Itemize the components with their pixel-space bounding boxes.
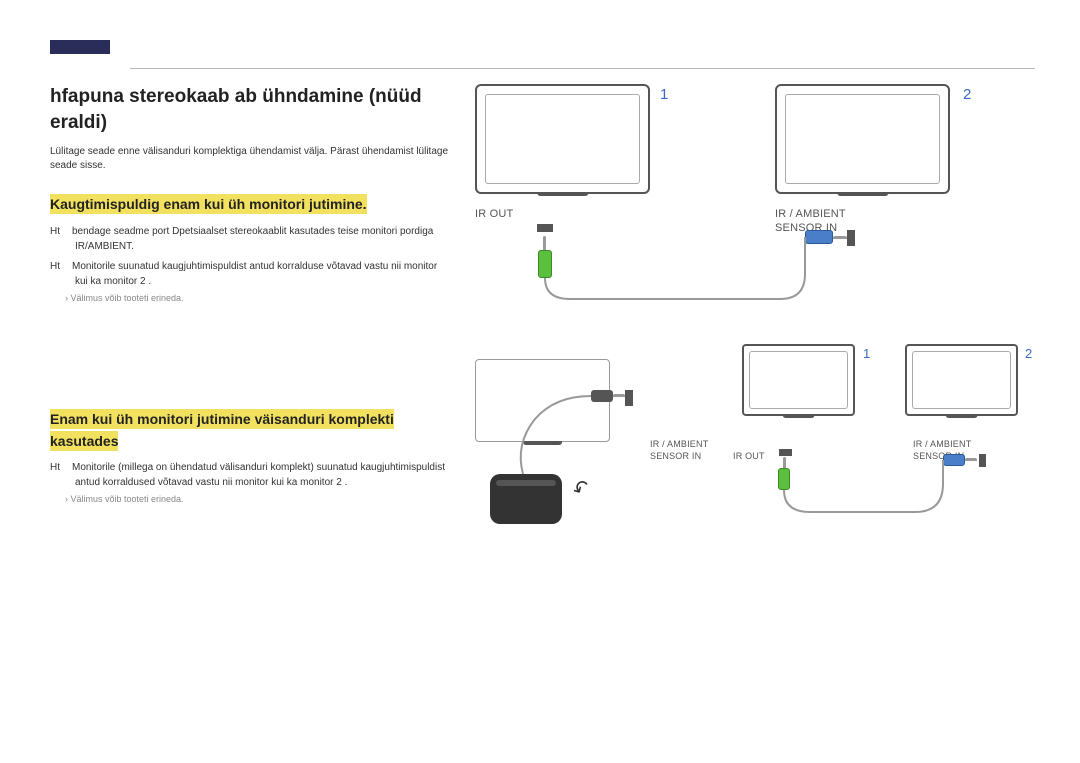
section-1-heading: Kaugtimispuldig enam kui üh monitori jut… (50, 194, 367, 214)
section-2-bullet-1: HtMonitorile (millega on ühendatud välis… (50, 460, 450, 490)
diagram-1: 1 2 IR OUT IR / AMBIENT SENSOR IN (475, 84, 1030, 314)
section-1-bullet-2: HtMonitorile suunatud kaugjuhtimispuldis… (50, 259, 450, 289)
header-divider (130, 68, 1035, 69)
section-1-note: › Välimus võib tooteti erineda. (50, 293, 450, 303)
intro-text: Lülitage seade enne välisanduri komplekt… (50, 145, 450, 173)
text-column: hfapuna stereokaab ab ühndamine (nüüd er… (50, 84, 450, 594)
bullet-tag: Ht (50, 460, 72, 475)
diagram-column: 1 2 IR OUT IR / AMBIENT SENSOR IN 1 (475, 84, 1030, 594)
page-content: hfapuna stereokaab ab ühndamine (nüüd er… (50, 84, 1030, 594)
bullet-text: bendage seadme port Dpetsiaalset stereok… (72, 226, 433, 252)
bullet-tag: Ht (50, 224, 72, 239)
bullet-tag: Ht (50, 259, 72, 274)
bullet-text: Monitorile suunatud kaugjuhtimispuldist … (72, 261, 437, 287)
bullet-text: Monitorile (millega on ühendatud välisan… (72, 462, 445, 488)
section-2-heading-wrap: Enam kui üh monitori jutimine väisanduri… (50, 408, 450, 453)
diagram-2: 1 2 ↶ IR / AMBIENT SENSOR IN IR OUT IR /… (475, 344, 1030, 594)
section-2-heading: Enam kui üh monitori jutimine väisanduri… (50, 409, 394, 451)
page-title: hfapuna stereokaab ab ühndamine (nüüd er… (50, 84, 450, 135)
cable-2 (475, 344, 1035, 564)
header-bar (50, 40, 110, 54)
section-2-note: › Välimus võib tooteti erineda. (50, 494, 450, 504)
section-1-bullet-1: Htbendage seadme port Dpetsiaalset stere… (50, 224, 450, 254)
cable-1 (475, 84, 975, 314)
section-1-heading-wrap: Kaugtimispuldig enam kui üh monitori jut… (50, 193, 450, 215)
